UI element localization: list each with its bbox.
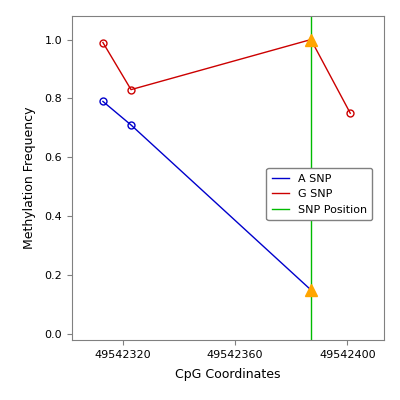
X-axis label: CpG Coordinates: CpG Coordinates	[175, 368, 281, 381]
Legend: A SNP, G SNP, SNP Position: A SNP, G SNP, SNP Position	[266, 168, 372, 220]
Y-axis label: Methylation Frequency: Methylation Frequency	[23, 107, 36, 249]
